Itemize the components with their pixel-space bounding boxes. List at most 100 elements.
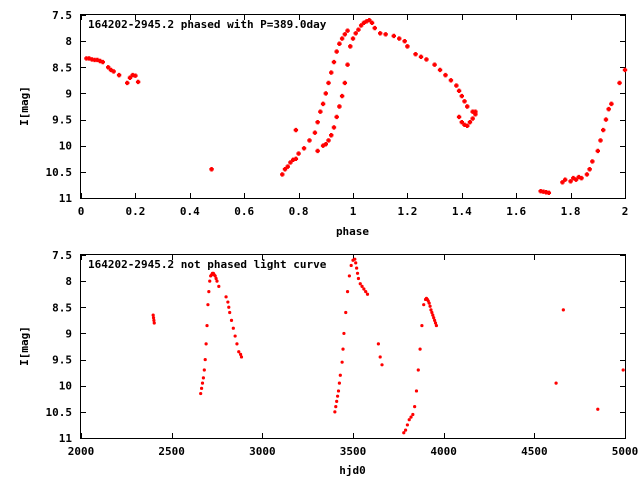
data-points [151, 257, 625, 435]
y-tick-label: 7.5 [52, 249, 72, 262]
data-point [229, 318, 234, 322]
data-point [402, 431, 406, 435]
data-point [350, 36, 356, 41]
data-point [546, 190, 552, 195]
data-point [402, 38, 407, 44]
data-point [380, 363, 384, 367]
data-point [470, 116, 475, 121]
data-point [307, 138, 312, 143]
x-tick-label: 2500 [158, 445, 185, 458]
x-tick-label: 1.4 [452, 205, 472, 218]
data-point [347, 274, 351, 278]
data-point [208, 279, 212, 283]
data-point [338, 373, 342, 377]
data-point [459, 93, 464, 99]
data-point [405, 423, 409, 427]
data-point [376, 342, 380, 346]
chart-title: 164202-2945.2 phased with P=389.0day [88, 18, 327, 31]
data-point [344, 310, 348, 315]
y-axis-label: I[mag] [18, 326, 31, 366]
data-point [335, 399, 339, 403]
data-point [339, 36, 345, 41]
data-point [432, 62, 437, 67]
y-tick-label: 9.5 [52, 114, 72, 127]
data-point [213, 274, 217, 278]
y-tick-label: 9 [65, 87, 72, 100]
data-point [418, 54, 424, 60]
data-point [329, 70, 334, 75]
y-tick-label: 9.5 [52, 354, 72, 367]
data-point [590, 159, 595, 164]
data-point [568, 179, 573, 184]
data-point [560, 180, 565, 185]
data-point [199, 386, 204, 390]
data-point [152, 318, 156, 322]
data-point [204, 342, 208, 346]
data-point [348, 44, 353, 49]
data-point [456, 114, 462, 120]
data-point [353, 257, 357, 261]
data-point [354, 261, 358, 265]
x-tick-label: 1.2 [397, 205, 417, 218]
data-point [326, 80, 331, 86]
data-point [622, 67, 628, 73]
data-point [135, 79, 141, 85]
data-point [224, 295, 228, 299]
data-point [465, 123, 470, 129]
data-point [337, 41, 342, 46]
data-point [369, 20, 375, 26]
data-point [201, 376, 205, 380]
y-tick-label: 10.5 [46, 166, 73, 179]
data-point [152, 321, 156, 325]
data-point [353, 31, 358, 36]
data-point [345, 290, 350, 294]
data-point [151, 316, 156, 320]
data-point [342, 331, 346, 336]
data-point [355, 271, 360, 275]
data-point [391, 33, 396, 39]
x-tick-label: 4000 [430, 445, 457, 458]
data-point [227, 305, 231, 309]
data-point [362, 287, 366, 291]
x-axis-ticks: 2000 2500 3000 3500 4000 4500 5000 [68, 255, 638, 458]
data-point [596, 407, 600, 411]
data-point [459, 119, 464, 125]
data-point [334, 49, 339, 54]
data-point [293, 127, 299, 133]
x-tick-label: 0.6 [234, 205, 254, 218]
data-point [342, 32, 348, 37]
x-tick-label: 2000 [68, 445, 95, 458]
data-point [397, 36, 402, 41]
plot-frame [80, 254, 626, 439]
data-point [323, 141, 328, 147]
data-point [202, 368, 206, 372]
x-tick-label: 0.8 [289, 205, 309, 218]
x-tick-label: 4500 [521, 445, 548, 458]
data-point [365, 292, 370, 296]
data-point [127, 75, 133, 80]
data-point [454, 83, 459, 88]
data-point [364, 290, 368, 294]
data-point [562, 177, 568, 182]
data-point [209, 167, 214, 172]
y-axis-label: I[mag] [18, 86, 31, 126]
data-point [100, 59, 105, 65]
data-point [315, 148, 320, 154]
data-point [331, 59, 337, 65]
data-point [413, 52, 418, 57]
data-point [345, 28, 350, 33]
data-point [434, 323, 439, 328]
data-point [111, 69, 116, 74]
data-point [282, 167, 288, 172]
data-point [579, 175, 584, 181]
data-point [584, 172, 590, 177]
x-axis-label: phase [336, 225, 369, 238]
data-point [595, 148, 600, 154]
data-point [413, 405, 417, 409]
data-point [125, 80, 130, 86]
data-point [360, 284, 364, 288]
data-point [428, 304, 432, 308]
data-point [233, 334, 237, 338]
data-point [383, 32, 388, 37]
